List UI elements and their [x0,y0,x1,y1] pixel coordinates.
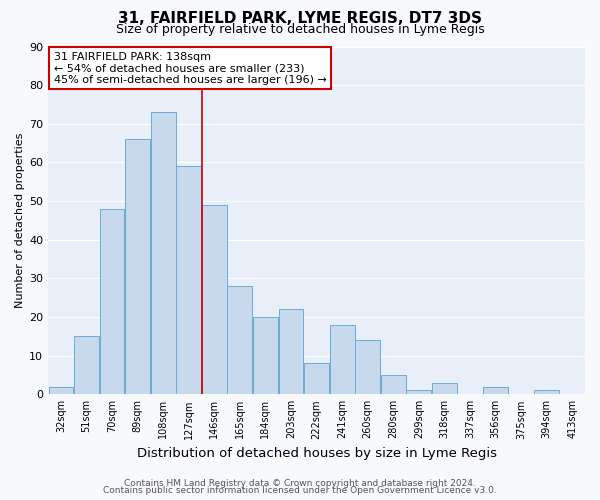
Bar [74,336,99,394]
Bar [253,317,278,394]
Bar [202,205,227,394]
Bar [278,310,304,394]
Bar [100,209,124,394]
Bar [355,340,380,394]
Bar [534,390,559,394]
Text: Size of property relative to detached houses in Lyme Regis: Size of property relative to detached ho… [116,22,484,36]
Bar [432,382,457,394]
Bar [125,139,150,394]
Bar [406,390,431,394]
Y-axis label: Number of detached properties: Number of detached properties [15,132,25,308]
Bar [304,364,329,394]
Bar [330,324,355,394]
Bar [49,386,73,394]
Text: 31, FAIRFIELD PARK, LYME REGIS, DT7 3DS: 31, FAIRFIELD PARK, LYME REGIS, DT7 3DS [118,11,482,26]
Text: Contains public sector information licensed under the Open Government Licence v3: Contains public sector information licen… [103,486,497,495]
Bar [227,286,252,395]
Bar [176,166,201,394]
Text: 31 FAIRFIELD PARK: 138sqm
← 54% of detached houses are smaller (233)
45% of semi: 31 FAIRFIELD PARK: 138sqm ← 54% of detac… [53,52,326,85]
X-axis label: Distribution of detached houses by size in Lyme Regis: Distribution of detached houses by size … [137,447,497,460]
Text: Contains HM Land Registry data © Crown copyright and database right 2024.: Contains HM Land Registry data © Crown c… [124,478,476,488]
Bar [151,112,176,395]
Bar [381,375,406,394]
Bar [483,386,508,394]
